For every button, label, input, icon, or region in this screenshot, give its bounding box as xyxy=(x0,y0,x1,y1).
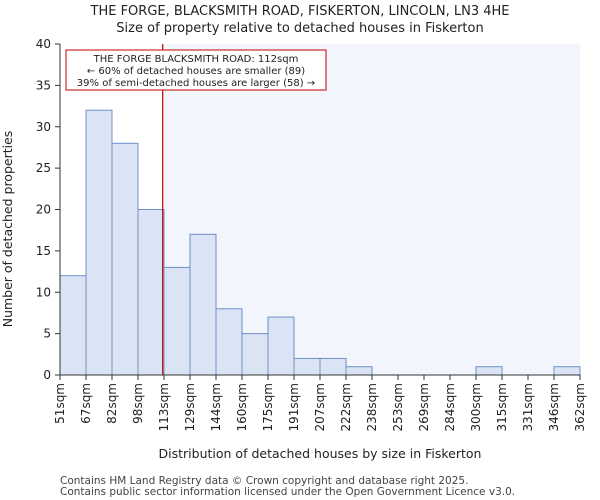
x-tick-label-253sqm: 253sqm xyxy=(391,383,405,431)
bar-346sqm xyxy=(553,366,581,376)
x-tick-label-98sqm: 98sqm xyxy=(131,383,145,424)
bar-191sqm xyxy=(293,357,321,376)
bar-144sqm xyxy=(215,308,243,376)
y-tick-label-15: 15 xyxy=(36,244,51,258)
bar-207sqm xyxy=(319,357,347,376)
y-tick-label-10: 10 xyxy=(36,285,51,299)
x-tick-label-207sqm: 207sqm xyxy=(313,383,327,431)
bar-113sqm xyxy=(163,266,191,376)
x-tick-label-346sqm: 346sqm xyxy=(547,383,561,431)
x-tick-label-222sqm: 222sqm xyxy=(339,383,353,431)
footer-line-2: Contains public sector information licen… xyxy=(60,486,515,498)
x-tick-label-300sqm: 300sqm xyxy=(469,383,483,431)
y-tick-label-25: 25 xyxy=(36,161,51,175)
footer-line-1: Contains HM Land Registry data © Crown c… xyxy=(60,475,468,487)
bar-51sqm xyxy=(59,275,87,376)
y-tick-label-20: 20 xyxy=(36,203,51,217)
bar-160sqm xyxy=(241,333,269,376)
x-tick-label-113sqm: 113sqm xyxy=(157,383,171,431)
x-tick-label-284sqm: 284sqm xyxy=(443,383,457,431)
y-tick-label-40: 40 xyxy=(36,37,51,51)
x-tick-label-175sqm: 175sqm xyxy=(261,383,275,431)
y-axis: 0 5 10 15 20 25 30 35 40 xyxy=(36,37,61,382)
y-tick-label-0: 0 xyxy=(43,368,51,382)
bar-129sqm xyxy=(189,233,217,376)
bar-98sqm xyxy=(137,209,165,376)
x-tick-label-129sqm: 129sqm xyxy=(183,383,197,431)
annotation-line-3: 39% of semi-detached houses are larger (… xyxy=(77,78,315,89)
bar-222sqm xyxy=(345,366,373,376)
x-tick-label-238sqm: 238sqm xyxy=(365,383,379,431)
x-tick-label-51sqm: 51sqm xyxy=(53,383,67,424)
annotation-line-2: ← 60% of detached houses are smaller (89… xyxy=(87,66,305,77)
x-tick-label-331sqm: 331sqm xyxy=(521,383,535,431)
x-axis: 51sqm 67sqm 82sqm 98sqm 113sqm 129sqm 144sqm 16… xyxy=(53,374,587,431)
x-tick-label-144sqm: 144sqm xyxy=(209,383,223,431)
bar-175sqm xyxy=(267,316,295,376)
x-tick-label-67sqm: 67sqm xyxy=(79,383,93,424)
bars-group xyxy=(59,109,581,376)
y-tick-label-5: 5 xyxy=(43,327,51,341)
bar-67sqm xyxy=(85,109,113,376)
x-tick-label-82sqm: 82sqm xyxy=(105,383,119,424)
x-axis-label: Distribution of detached houses by size … xyxy=(159,446,482,461)
x-tick-label-362sqm: 362sqm xyxy=(573,383,587,431)
y-tick-label-30: 30 xyxy=(36,120,51,134)
bar-82sqm xyxy=(111,142,139,376)
annotation-frame xyxy=(65,49,327,91)
y-axis-label: Number of detached properties xyxy=(0,131,15,328)
chart-subtitle: Size of property relative to detached ho… xyxy=(116,21,483,36)
x-tick-label-315sqm: 315sqm xyxy=(495,383,509,431)
x-tick-label-191sqm: 191sqm xyxy=(287,383,301,431)
annotation-line-1: THE FORGE BLACKSMITH ROAD: 112sqm xyxy=(93,54,299,65)
y-tick-label-35: 35 xyxy=(36,78,51,92)
bar-300sqm xyxy=(475,366,503,376)
chart-title: THE FORGE, BLACKSMITH ROAD, FISKERTON, L… xyxy=(90,4,510,19)
annotation-box: THE FORGE BLACKSMITH ROAD: 112sqm ← 60% … xyxy=(65,49,327,91)
x-tick-label-269sqm: 269sqm xyxy=(417,383,431,431)
x-tick-label-160sqm: 160sqm xyxy=(235,383,249,431)
